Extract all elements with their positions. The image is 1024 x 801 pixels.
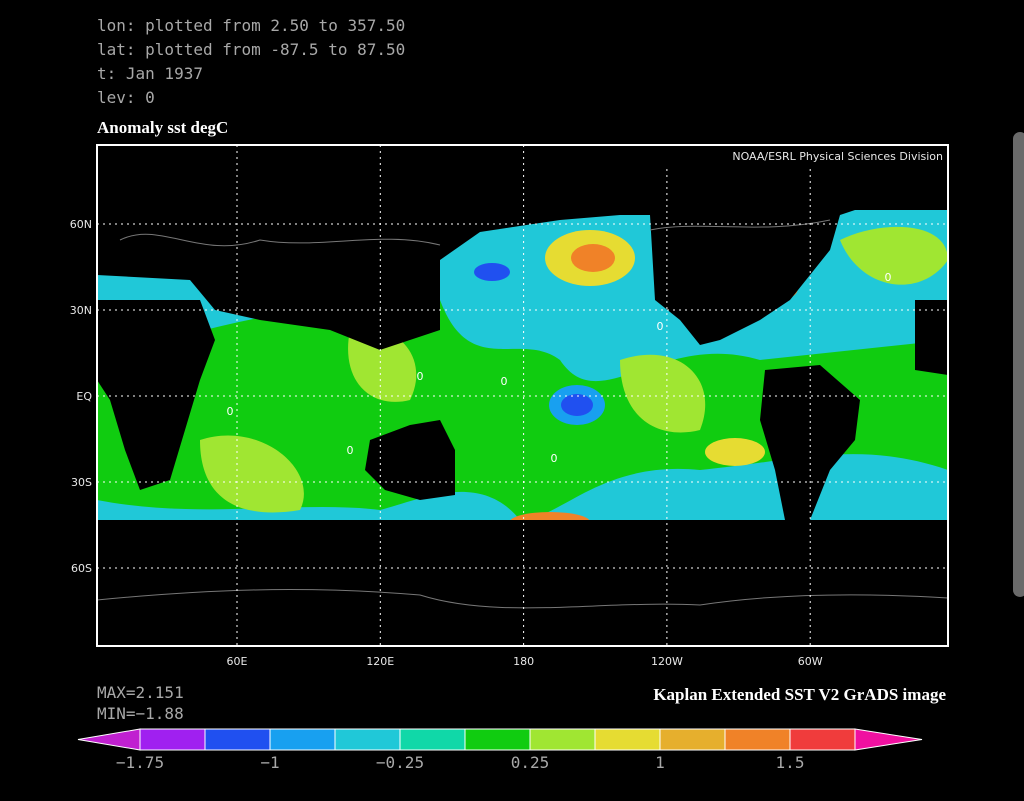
colorbar-segment (594, 728, 661, 751)
lat-label: EQ (76, 390, 92, 403)
land (915, 300, 948, 375)
lon-label: 180 (513, 655, 534, 668)
anomaly-region (571, 244, 615, 272)
anomaly-region (474, 263, 510, 281)
land (97, 145, 948, 350)
header-line: t: Jan 1937 (97, 64, 203, 83)
land (365, 420, 455, 500)
lon-label: 120W (651, 655, 683, 668)
colorbar-segment (724, 728, 791, 751)
lon-label: 60E (227, 655, 248, 668)
colorbar-segment (139, 728, 206, 751)
colorbar: −1.75 −1 −0.25 0.25 1 1.5 (77, 728, 923, 772)
contour-label: 0 (885, 271, 892, 284)
credit-bg (630, 146, 946, 166)
colorbar-high (854, 728, 923, 751)
header-line: lat: plotted from -87.5 to 87.50 (97, 40, 405, 59)
colorbar-label: −0.25 (376, 753, 424, 772)
map-frame (96, 144, 949, 647)
colorbar-segment (659, 728, 726, 751)
colorbar-label: −1.75 (116, 753, 164, 772)
anomaly-region (705, 438, 765, 466)
coastline (97, 589, 948, 609)
colorbar-label: 0.25 (511, 753, 550, 772)
contour-labels: 0 0 0 0 0 0 0 (227, 271, 892, 465)
contour-label: 0 (551, 452, 558, 465)
land (650, 215, 840, 345)
anomaly-region (561, 394, 593, 416)
contour-label: 0 (347, 444, 354, 457)
colorbar-segment (269, 728, 336, 751)
colorbar-label: 1.5 (776, 753, 805, 772)
lat-label: 30N (70, 304, 92, 317)
anomaly-region (200, 226, 948, 513)
credit: NOAA/ESRL Physical Sciences Division (732, 150, 943, 163)
lon-label: 60W (798, 655, 823, 668)
contour-label: 0 (227, 405, 234, 418)
colorbar-label: −1 (260, 753, 279, 772)
lat-label: 30S (71, 476, 92, 489)
source: Kaplan Extended SST V2 GrADS image (653, 685, 946, 704)
colorbar-segment (399, 728, 466, 751)
colorbar-label: 1 (655, 753, 665, 772)
contour-label: 0 (657, 320, 664, 333)
plot-title: Anomaly sst degC (97, 118, 228, 137)
colorbar-segment (334, 728, 401, 751)
max-stat: MAX=2.151 (97, 683, 184, 702)
header-line: lev: 0 (97, 88, 155, 107)
land (97, 300, 215, 490)
colorbar-segment (464, 728, 531, 751)
lat-label: 60N (70, 218, 92, 231)
no-data (97, 520, 948, 646)
map: NOAA/ESRL Physical Sciences Division (96, 144, 949, 647)
contour-label: 0 (501, 375, 508, 388)
lon-label: 120E (366, 655, 394, 668)
min-stat: MIN=−1.88 (97, 704, 184, 723)
header-line: lon: plotted from 2.50 to 357.50 (97, 16, 405, 35)
lat-label: 60S (71, 562, 92, 575)
scrollbar[interactable] (1013, 132, 1024, 597)
colorbar-segment (529, 728, 596, 751)
colorbar-segment (204, 728, 271, 751)
colorbar-segment (789, 728, 856, 751)
contour-label: 0 (417, 370, 424, 383)
